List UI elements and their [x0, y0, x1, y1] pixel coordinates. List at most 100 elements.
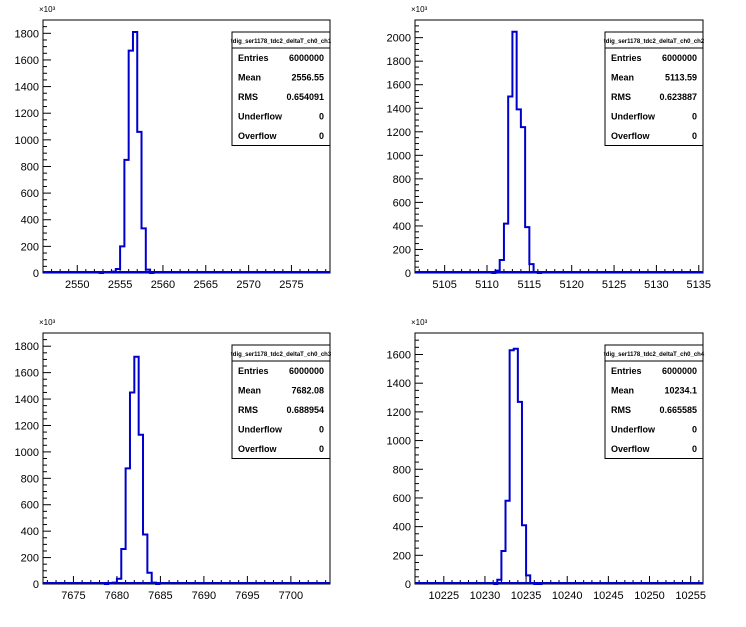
- y-tick-label: 1000: [387, 150, 411, 162]
- y-tick-label: 1600: [15, 55, 39, 67]
- y-tick-label: 1400: [15, 82, 39, 94]
- stat-label-mean: Mean: [611, 73, 634, 83]
- stat-value-overflow: 0: [319, 131, 324, 141]
- stat-label-overflow: Overflow: [238, 444, 278, 454]
- stat-label-rms: RMS: [611, 92, 631, 102]
- x-tick-label: 2570: [236, 279, 260, 291]
- y-tick-label: 800: [21, 161, 39, 173]
- histogram-panel-3: 0 200 400 600 800 1000 1200 1400 1600 1800 ×10³ 767…: [15, 318, 332, 602]
- stat-value-entries: 6000000: [289, 53, 324, 63]
- y-tick-label: 200: [393, 550, 411, 562]
- stat-label-overflow: Overflow: [611, 444, 651, 454]
- stat-label-mean: Mean: [238, 386, 261, 396]
- y-tick-label: 1400: [387, 378, 411, 390]
- stat-value-rms: 0.623887: [659, 92, 697, 102]
- stat-value-entries: 6000000: [289, 366, 324, 376]
- stat-label-underflow: Underflow: [611, 112, 656, 122]
- y-tick-label: 800: [393, 174, 411, 186]
- stat-label-underflow: Underflow: [238, 112, 283, 122]
- stats-box-frame: [604, 344, 704, 459]
- stats-box-frame: [231, 31, 331, 146]
- histogram-line: [491, 30, 543, 274]
- x-tick-label: 2555: [108, 279, 132, 291]
- y-tick-label: 1800: [387, 56, 411, 68]
- y-tick-label: 1200: [15, 108, 39, 120]
- x-tick-label: 7675: [61, 590, 85, 602]
- y-tick-label: 200: [21, 241, 39, 253]
- stat-label-overflow: Overflow: [611, 131, 651, 141]
- stats-box-frame: [604, 31, 704, 146]
- x-tick-label: 5120: [559, 279, 583, 291]
- y-tick-label: 1600: [387, 80, 411, 92]
- stat-label-entries: Entries: [238, 53, 269, 63]
- stats-box-title: tdig_ser1178_tdc2_deltaT_ch0_ch3: [231, 352, 332, 358]
- x-tick-label: 10250: [634, 590, 665, 602]
- x-tick-label: 5110: [475, 279, 499, 291]
- stat-label-entries: Entries: [238, 366, 269, 376]
- x-tick-label: 10225: [429, 590, 460, 602]
- stat-value-rms: 0.688954: [286, 405, 324, 415]
- stat-value-rms: 0.665585: [659, 405, 697, 415]
- x-tick-label: 7695: [235, 590, 259, 602]
- stat-value-overflow: 0: [692, 444, 697, 454]
- x-tick-label: 2550: [65, 279, 89, 291]
- stat-value-overflow: 0: [692, 131, 697, 141]
- y-tick-label: 600: [393, 197, 411, 209]
- y-tick-label: 1800: [15, 28, 39, 40]
- stat-value-underflow: 0: [319, 425, 324, 435]
- histogram-line: [493, 347, 543, 585]
- stat-label-rms: RMS: [238, 405, 258, 415]
- histogram-line: [98, 30, 155, 274]
- stat-value-rms: 0.654091: [286, 92, 324, 102]
- y-tick-label: 1800: [15, 341, 39, 353]
- stat-label-entries: Entries: [611, 53, 642, 63]
- histogram-line: [103, 355, 161, 585]
- stat-value-underflow: 0: [319, 112, 324, 122]
- y-tick-label: 600: [21, 188, 39, 200]
- stat-label-overflow: Overflow: [238, 131, 278, 141]
- y-tick-label: 1400: [15, 394, 39, 406]
- x-tick-label: 7680: [105, 590, 129, 602]
- y-exponent-label: ×10³: [39, 5, 56, 14]
- histogram-panel-2: 0 200 400 600 800 1000 1200 1400 1600 1800 2000 ×10…: [387, 5, 711, 291]
- stat-label-underflow: Underflow: [611, 425, 656, 435]
- stat-value-entries: 6000000: [662, 366, 697, 376]
- histogram-panel-4: 0 200 400 600 800 1000 1200 1400 1600 ×10³ 10225 10…: [387, 318, 706, 602]
- stat-label-rms: RMS: [238, 92, 258, 102]
- y-tick-label: 1200: [387, 407, 411, 419]
- y-tick-label: 1000: [15, 135, 39, 147]
- stat-label-mean: Mean: [238, 73, 261, 83]
- stats-box: tdig_ser1178_tdc2_deltaT_ch0_ch1 Entries 6…: [231, 31, 332, 146]
- x-tick-label: 5130: [644, 279, 668, 291]
- x-tick-label: 2560: [151, 279, 175, 291]
- x-tick-label: 10255: [675, 590, 706, 602]
- x-tick-label: 5125: [602, 279, 626, 291]
- y-tick-label: 800: [393, 464, 411, 476]
- x-tick-label: 10240: [552, 590, 583, 602]
- stats-box: tdig_ser1178_tdc2_deltaT_ch0_ch3 Entries 6…: [231, 344, 332, 459]
- y-tick-label: 2000: [387, 33, 411, 45]
- stats-box-title: tdig_ser1178_tdc2_deltaT_ch0_ch1: [231, 39, 332, 45]
- y-exponent-label: ×10³: [411, 5, 428, 14]
- y-exponent-label: ×10³: [39, 318, 56, 327]
- x-tick-label: 5115: [518, 279, 542, 291]
- stats-box: tdig_ser1178_tdc2_deltaT_ch0_ch4 Entries 6…: [604, 344, 705, 459]
- stat-value-underflow: 0: [692, 425, 697, 435]
- stat-label-entries: Entries: [611, 366, 642, 376]
- y-tick-label: 400: [21, 215, 39, 227]
- x-tick-label: 10235: [511, 590, 542, 602]
- y-tick-label: 1000: [387, 436, 411, 448]
- stat-label-rms: RMS: [611, 405, 631, 415]
- y-tick-label: 0: [33, 268, 39, 280]
- y-tick-label: 200: [393, 244, 411, 256]
- y-tick-label: 400: [393, 221, 411, 233]
- y-tick-label: 600: [393, 493, 411, 505]
- y-tick-label: 400: [21, 526, 39, 538]
- x-tick-label: 10230: [470, 590, 501, 602]
- stat-value-mean: 7682.08: [291, 386, 324, 396]
- stat-value-mean: 10234.1: [664, 386, 697, 396]
- y-tick-label: 400: [393, 522, 411, 534]
- x-tick-label: 5105: [432, 279, 456, 291]
- stats-box: tdig_ser1178_tdc2_deltaT_ch0_ch2 Entries 6…: [604, 31, 705, 146]
- stats-box-title: tdig_ser1178_tdc2_deltaT_ch0_ch2: [604, 39, 705, 45]
